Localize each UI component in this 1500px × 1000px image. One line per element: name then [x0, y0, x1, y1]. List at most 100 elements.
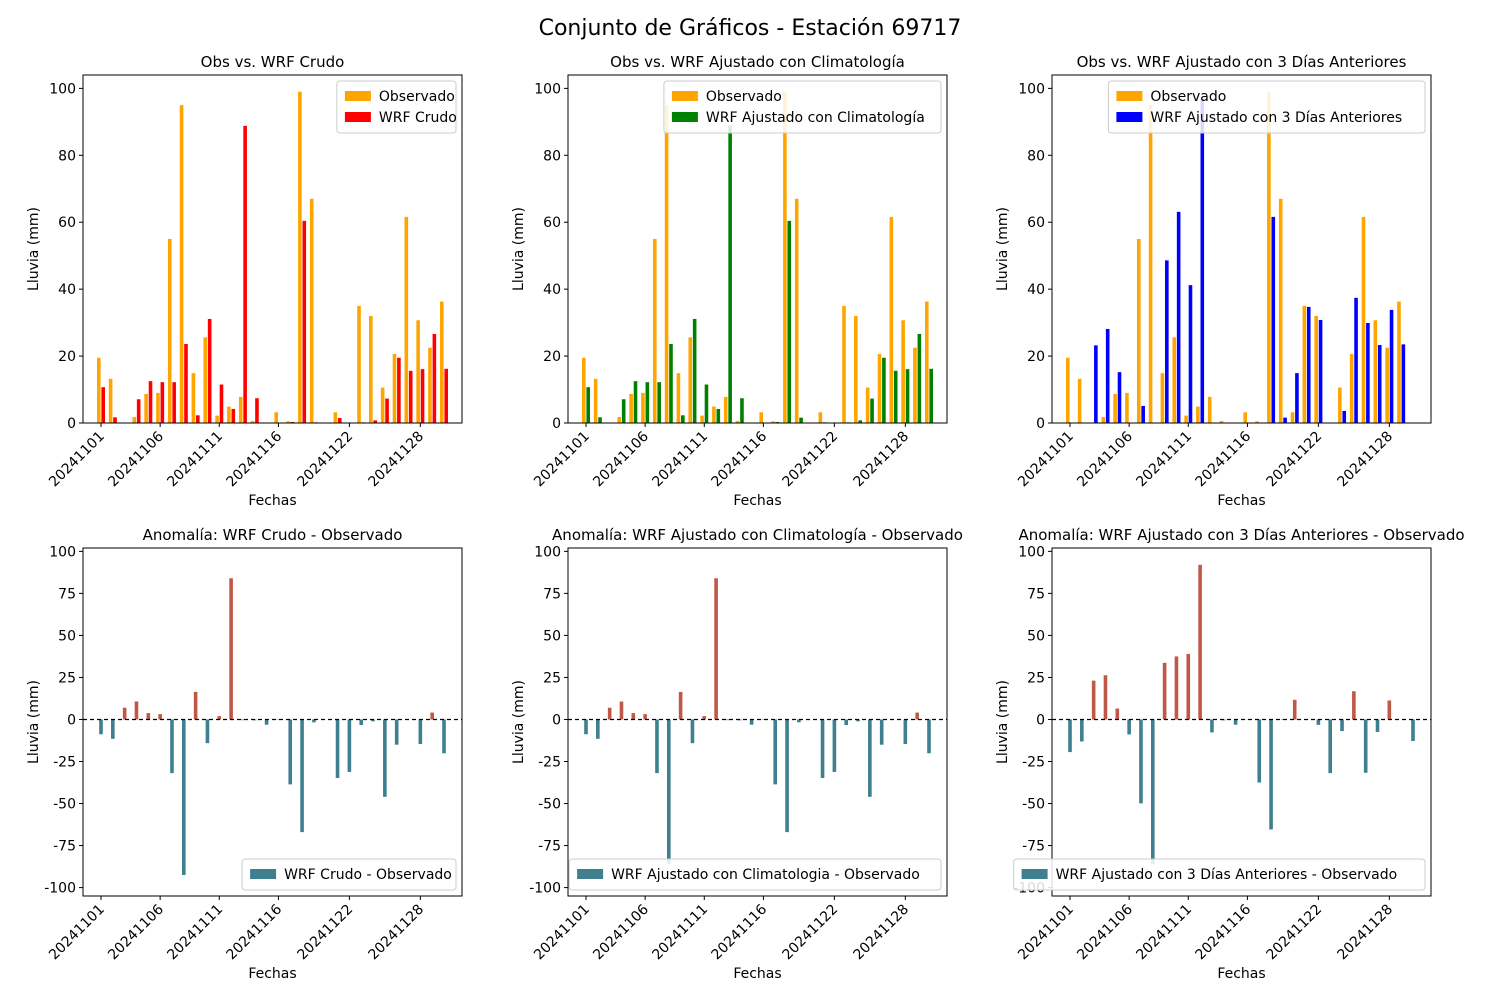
- x-axis-label: Fechas: [1217, 966, 1265, 982]
- legend-label: WRF Ajustado con Climatologia - Observad…: [611, 867, 920, 883]
- chart-title: Obs vs. WRF Crudo: [201, 53, 345, 71]
- x-axis-label: Fechas: [733, 493, 781, 509]
- bar-wrf-30-18: [1283, 417, 1287, 423]
- legend-label: Observado: [1150, 89, 1226, 105]
- bar-anomaly-7: [1150, 719, 1155, 865]
- bar-anomaly-22: [844, 719, 849, 726]
- y-tick-label: 0: [67, 416, 76, 432]
- bar-wrf-30-28: [432, 333, 437, 423]
- bar-observado-30-9: [1172, 337, 1177, 423]
- bar-anomaly-21: [347, 719, 352, 772]
- x-tick-label: 20241122: [780, 902, 842, 964]
- y-tick-label: 0: [67, 712, 76, 728]
- legend-swatch: [671, 112, 698, 122]
- bar-anomaly-22: [359, 719, 364, 726]
- bar-observado-30-18: [309, 198, 314, 423]
- bar-anomaly-6: [1139, 719, 1143, 804]
- chart-panel-5: Anomalía: WRF Ajustado con Climatología …: [511, 526, 963, 982]
- chart-panel-6: Anomalía: WRF Ajustado con 3 Días Anteri…: [995, 526, 1465, 982]
- bar-observado-30-13: [250, 420, 255, 423]
- bar-wrf-30-24: [870, 398, 874, 423]
- bar-wrf-30-29: [929, 368, 933, 423]
- bar-observado-30-20: [333, 412, 338, 423]
- bar-wrf-30-9: [207, 318, 212, 423]
- bar-wrf-30-3: [1105, 328, 1110, 423]
- bar-anomaly-0: [99, 719, 103, 735]
- bar-observado-30-0: [582, 357, 586, 423]
- bar-observado-30-27: [416, 320, 420, 423]
- bar-anomaly-5: [158, 714, 162, 720]
- y-tick-label: 40: [1027, 282, 1045, 298]
- bar-observado-30-1: [1077, 378, 1082, 423]
- x-tick-label: 20241128: [365, 902, 427, 964]
- bar-anomaly-26: [1375, 719, 1380, 732]
- y-tick-label: 50: [543, 628, 561, 644]
- bar-anomaly-17: [1269, 719, 1273, 830]
- legend-box: [1107, 80, 1426, 134]
- bar-observado-30-17: [298, 91, 302, 423]
- bar-observado-30-23: [1338, 387, 1342, 423]
- y-tick-label: 40: [543, 282, 561, 298]
- x-axis-label: Fechas: [248, 966, 296, 982]
- x-tick-label: 20241106: [105, 901, 167, 963]
- bar-observado-30-25: [877, 354, 882, 423]
- bar-wrf-30-27: [1389, 309, 1394, 423]
- axes-frame: [82, 74, 463, 424]
- bar-observado-30-6: [1136, 238, 1141, 423]
- bar-observado-30-16: [1255, 421, 1259, 423]
- bar-observado-30-21: [1314, 315, 1318, 423]
- bar-observado-30-20: [818, 412, 823, 423]
- bar-observado-30-1: [593, 378, 598, 423]
- bar-observado-30-28: [1397, 301, 1401, 423]
- bar-observado-30-10: [700, 415, 704, 423]
- y-tick-label: -50: [1022, 797, 1045, 813]
- bar-anomaly-16: [773, 719, 778, 785]
- bar-anomaly-8: [193, 691, 198, 720]
- bar-wrf-30-24: [385, 398, 389, 423]
- bar-anomaly-2: [607, 707, 612, 720]
- x-tick-label: 20241101: [531, 902, 593, 964]
- bar-anomaly-4: [146, 713, 151, 720]
- y-tick-label: 80: [543, 148, 561, 164]
- bar-wrf-30-20: [1306, 306, 1311, 423]
- legend-swatch: [344, 112, 371, 122]
- bar-wrf-30-3: [136, 399, 141, 423]
- bar-observado-30-27: [901, 320, 905, 423]
- chart-panel-1: Obs vs. WRF Crudo02040608010020241101202…: [26, 53, 463, 509]
- x-tick-label: 20241122: [780, 429, 842, 491]
- bar-observado-30-17: [783, 91, 787, 423]
- bar-wrf-30-24: [1354, 297, 1358, 423]
- bar-wrf-30-1: [113, 417, 117, 423]
- bar-anomaly-1: [111, 719, 115, 739]
- bar-observado-30-26: [1373, 320, 1378, 423]
- legend-label: WRF Crudo - Observado: [284, 867, 452, 883]
- x-tick-label: 20241106: [105, 428, 167, 490]
- legend: Observado WRF Ajustado con 3 Días Anterio…: [1107, 80, 1426, 134]
- figure-title: Conjunto de Gráficos - Estación 69717: [538, 16, 962, 41]
- bar-observado-30-13: [1219, 420, 1224, 423]
- legend: WRF Ajustado con 3 Días Anteriores - Obs…: [1013, 858, 1426, 891]
- bar-anomaly-18: [1281, 719, 1285, 720]
- bar-wrf-30-26: [1377, 345, 1382, 423]
- bar-anomaly-12: [1210, 719, 1214, 733]
- y-axis-label: Lluvia (mm): [26, 207, 42, 291]
- bar-observado-30-5: [156, 392, 160, 423]
- bar-observado-30-4: [629, 393, 633, 423]
- bar-wrf-30-18: [799, 417, 803, 423]
- bar-anomaly-7: [666, 719, 671, 865]
- y-tick-label: 50: [58, 628, 76, 644]
- x-tick-label: 20241116: [709, 901, 771, 963]
- x-tick-label: 20241111: [164, 429, 226, 491]
- bar-observado-30-0: [1066, 357, 1070, 423]
- bar-anomaly-10: [1186, 653, 1191, 720]
- bar-observado-30-7: [1148, 105, 1153, 424]
- chart-title: Anomalía: WRF Ajustado con Climatología …: [552, 526, 963, 544]
- y-tick-label: 25: [543, 670, 561, 686]
- x-axis-label: Fechas: [248, 493, 296, 509]
- bar-anomaly-25: [394, 719, 399, 745]
- bar-anomaly-29: [442, 719, 446, 754]
- x-tick-label: 20241122: [295, 429, 357, 491]
- bar-anomaly-23: [856, 719, 860, 722]
- bar-wrf-30-5: [645, 382, 650, 423]
